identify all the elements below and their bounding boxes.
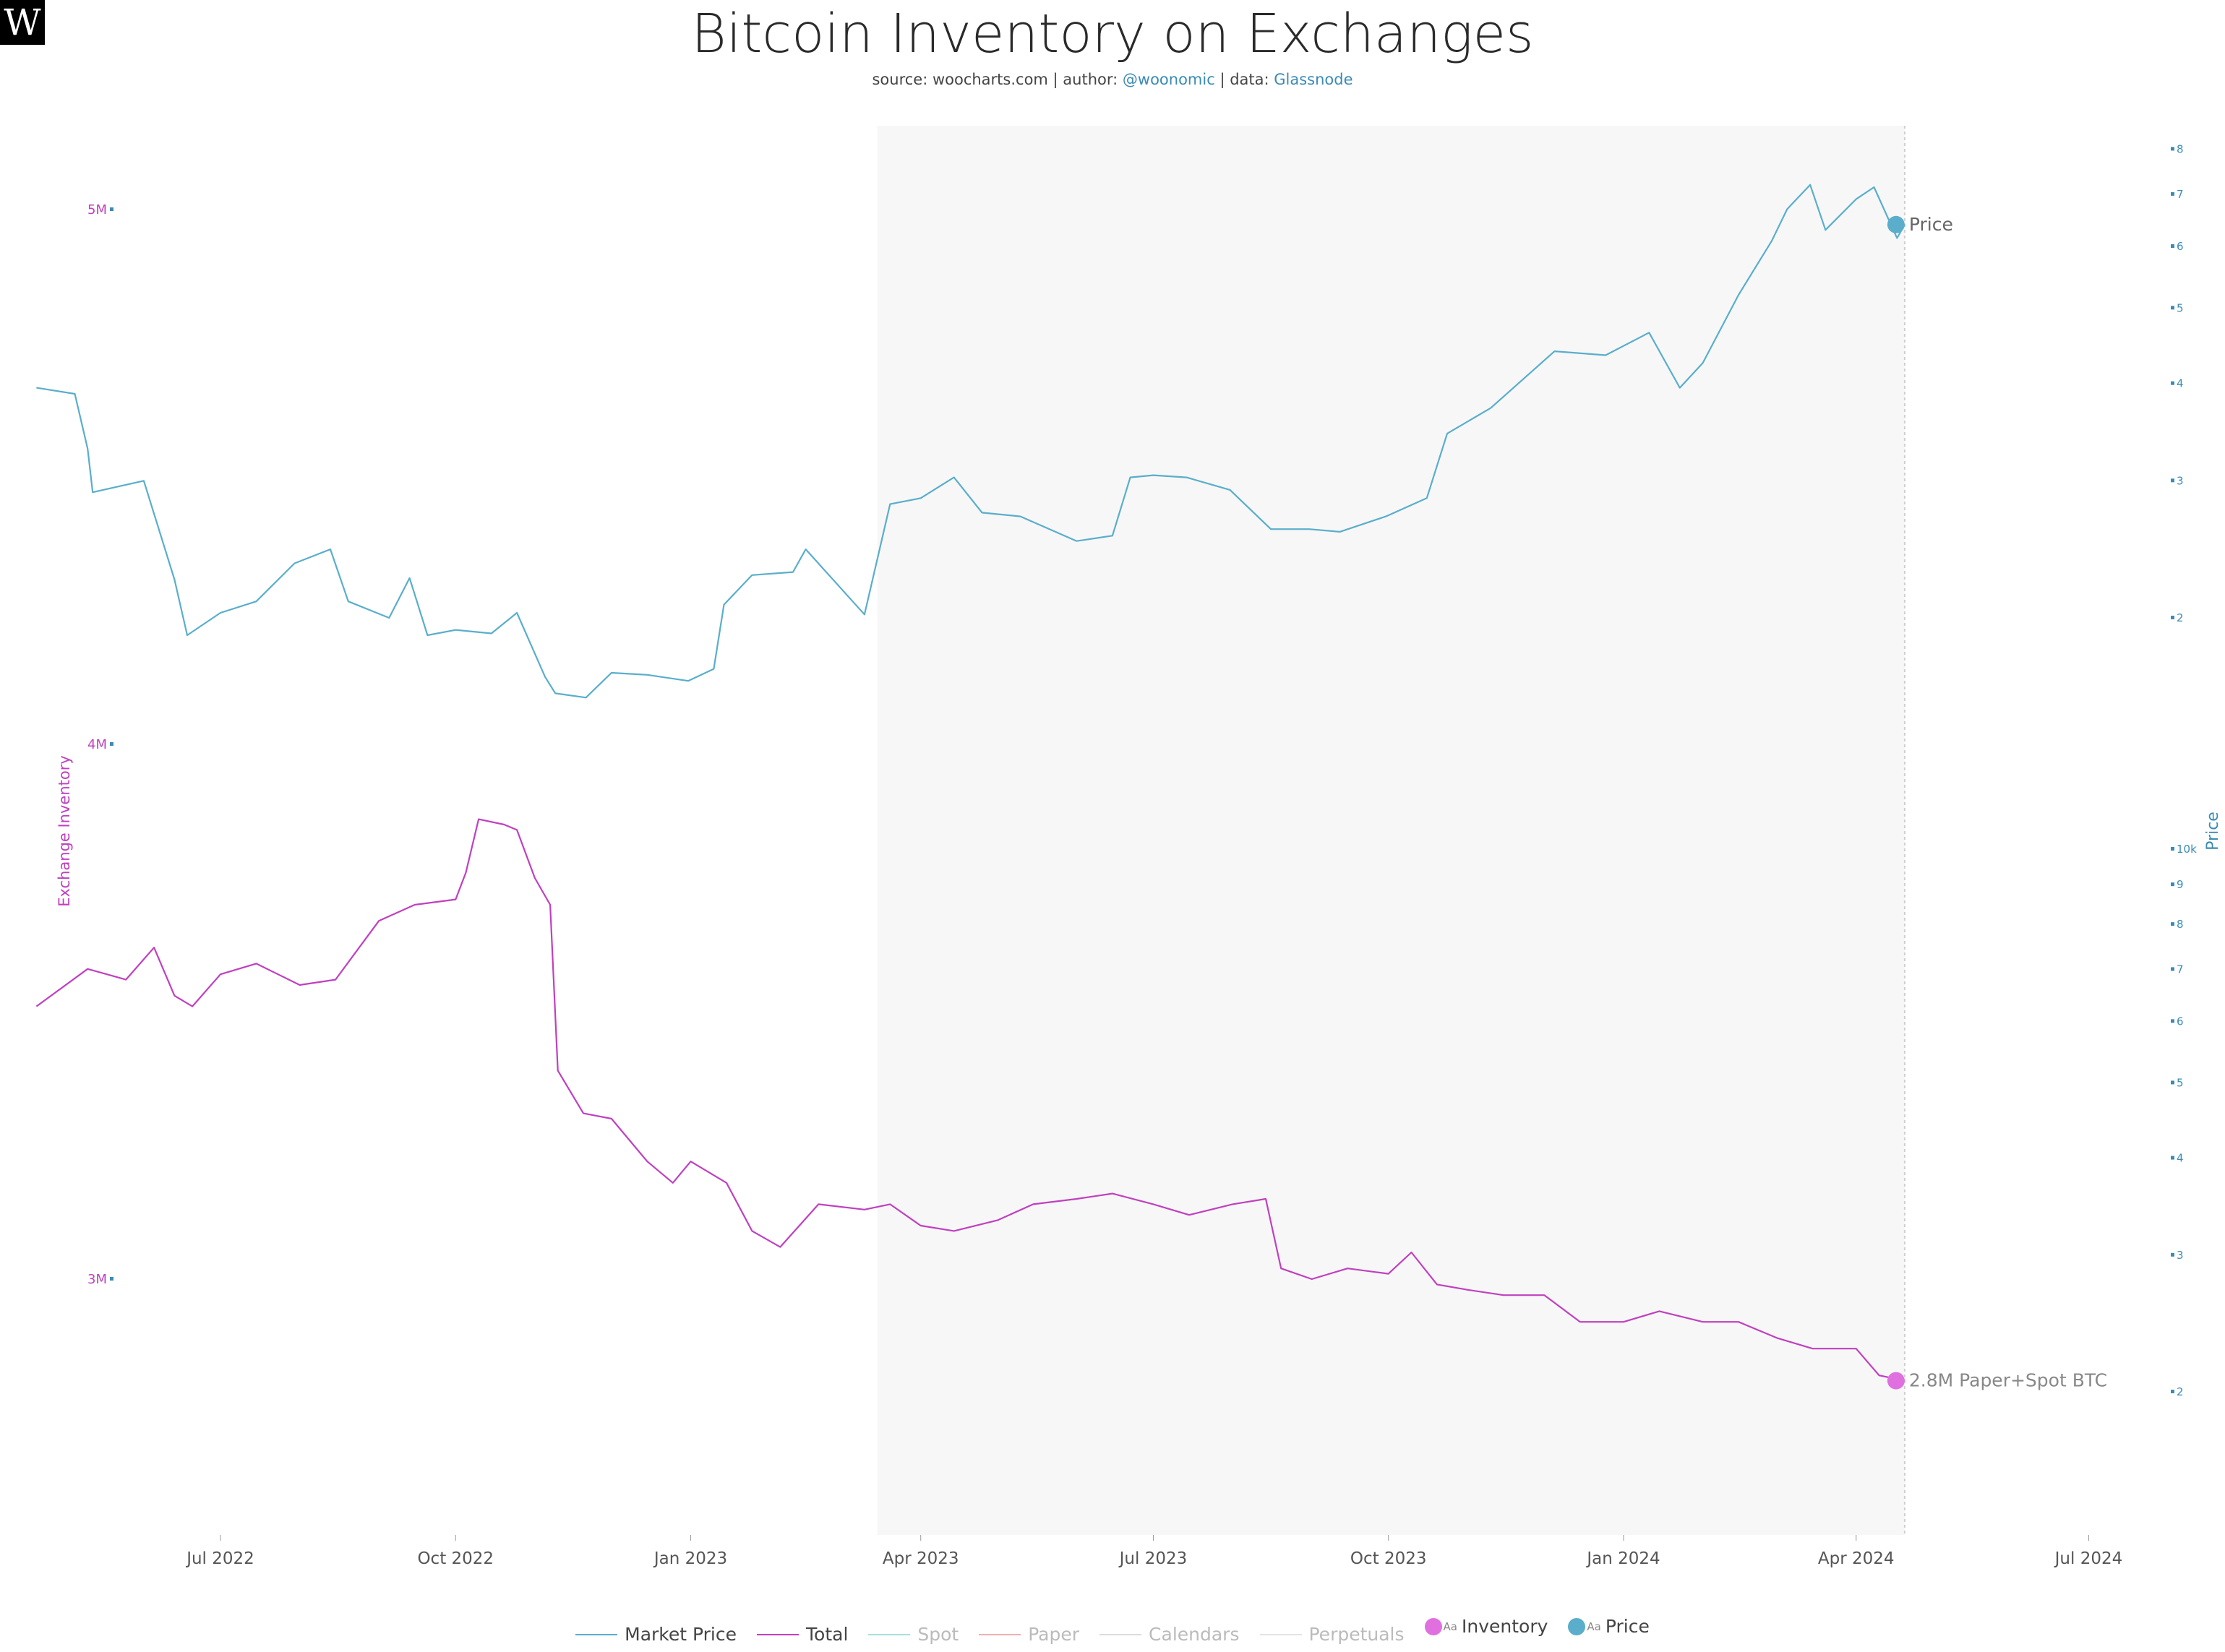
legend-line-swatch [1099,1633,1142,1635]
legend-marker-price[interactable]: Aa Price [1568,1616,1650,1637]
right-tick-mark [2171,1252,2174,1257]
right-tick-label: 9 [2177,878,2184,891]
left-tick-mark [110,742,113,746]
right-tick-mark [2171,1080,2174,1085]
legend-item-spot[interactable]: Spot [868,1624,959,1645]
right-tick-mark [2171,306,2174,310]
price-annotation: Price [1909,214,1953,235]
legend-aa-label: Aa [1443,1619,1457,1633]
legend-marker-inventory[interactable]: Aa Inventory [1424,1616,1548,1637]
left-tick-label: 5M [87,202,107,218]
x-tick-label: Oct 2022 [417,1549,494,1568]
right-tick-mark [2171,847,2174,851]
legend-label: Calendars [1149,1624,1240,1645]
right-tick-mark [2171,1156,2174,1160]
x-tick-label: Jul 2024 [2054,1549,2123,1568]
right-tick-mark [2171,192,2174,196]
legend-item-perpetuals[interactable]: Perpetuals [1259,1624,1405,1645]
right-tick-label: 4 [2177,1152,2184,1165]
legend-label: Spot [917,1624,959,1645]
legend-aa-label: Aa [1587,1619,1601,1633]
shaded-region [877,126,1905,1535]
right-tick-mark [2171,967,2174,971]
right-tick-label: 3 [2177,474,2184,487]
price-line [36,184,1905,699]
right-tick-mark [2171,147,2174,151]
legend-label: Total [806,1624,849,1645]
legend-line-swatch [575,1633,618,1635]
legend-label: Paper [1028,1624,1080,1645]
right-tick-label: 4 [2177,377,2184,390]
right-tick-label: 7 [2177,188,2184,201]
legend-line-swatch [868,1633,911,1635]
legend-line-swatch [757,1633,799,1635]
legend-item-market-price[interactable]: Market Price [575,1624,737,1645]
legend-label: Price [1605,1616,1650,1637]
subtitle-source: source: woocharts.com | author: [872,71,1123,88]
inventory-annotation: 2.8M Paper+Spot BTC [1909,1370,2107,1391]
right-axis-label: Price [2204,812,2222,851]
legend: Market Price Total Spot Paper Calendars Perpe… [0,1616,2225,1645]
legend-dot [1568,1617,1586,1635]
left-tick-label: 4M [87,737,107,752]
right-tick-label: 2 [2177,1385,2184,1398]
right-tick-label: 2 [2177,611,2184,624]
legend-dot [1424,1617,1442,1635]
x-tick-label: Apr 2023 [883,1549,959,1568]
x-tick-label: Jan 2023 [653,1549,727,1568]
legend-line-swatch [1259,1633,1302,1635]
right-tick-label: 5 [2177,1076,2184,1089]
glassnode-link[interactable]: Glassnode [1274,71,1353,88]
left-axis-label: Exchange Inventory [56,755,73,907]
chart-title: Bitcoin Inventory on Exchanges [691,3,1534,65]
x-tick-label: Jul 2022 [185,1549,254,1568]
right-tick-mark [2171,244,2174,248]
legend-item-total[interactable]: Total [757,1624,848,1645]
right-tick-label: 8 [2177,918,2184,931]
chart-subtitle: source: woocharts.com | author: @woonomi… [0,71,2225,88]
legend-item-calendars[interactable]: Calendars [1099,1624,1240,1645]
legend-label: Market Price [625,1624,737,1645]
legend-line-swatch [979,1633,1021,1635]
right-tick-mark [2171,882,2174,887]
price-end-marker [1887,215,1905,233]
woocharts-logo: W [0,0,45,45]
right-tick-mark [2171,616,2174,619]
subtitle-data-sep: | data: [1214,71,1274,88]
author-link[interactable]: @woonomic [1122,71,1215,88]
right-tick-mark [2171,1019,2174,1023]
right-tick-label: 6 [2177,1015,2184,1028]
right-tick-label: 7 [2177,963,2184,976]
x-tick-label: Jul 2023 [1118,1549,1188,1568]
right-tick-label: 8 [2177,142,2184,155]
right-tick-mark [2171,922,2174,926]
x-tick-label: Oct 2023 [1350,1549,1427,1568]
legend-label: Perpetuals [1308,1624,1405,1645]
right-tick-mark [2171,381,2174,385]
right-tick-label: 5 [2177,301,2184,314]
left-tick-mark [110,1277,113,1281]
x-tick-label: Jan 2024 [1585,1549,1660,1568]
right-tick-label: 6 [2177,240,2184,253]
right-tick-label: 3 [2177,1249,2184,1262]
right-tick-mark [2171,478,2174,483]
left-tick-label: 3M [87,1272,107,1287]
x-tick-label: Apr 2024 [1818,1549,1895,1568]
legend-item-paper[interactable]: Paper [979,1624,1079,1645]
right-tick-mark [2171,1390,2174,1393]
right-tick-label: 10k [2177,843,2197,856]
left-tick-mark [110,207,113,211]
inventory-line [35,818,1905,1382]
inventory-end-marker [1887,1372,1905,1390]
legend-label: Inventory [1461,1616,1548,1637]
